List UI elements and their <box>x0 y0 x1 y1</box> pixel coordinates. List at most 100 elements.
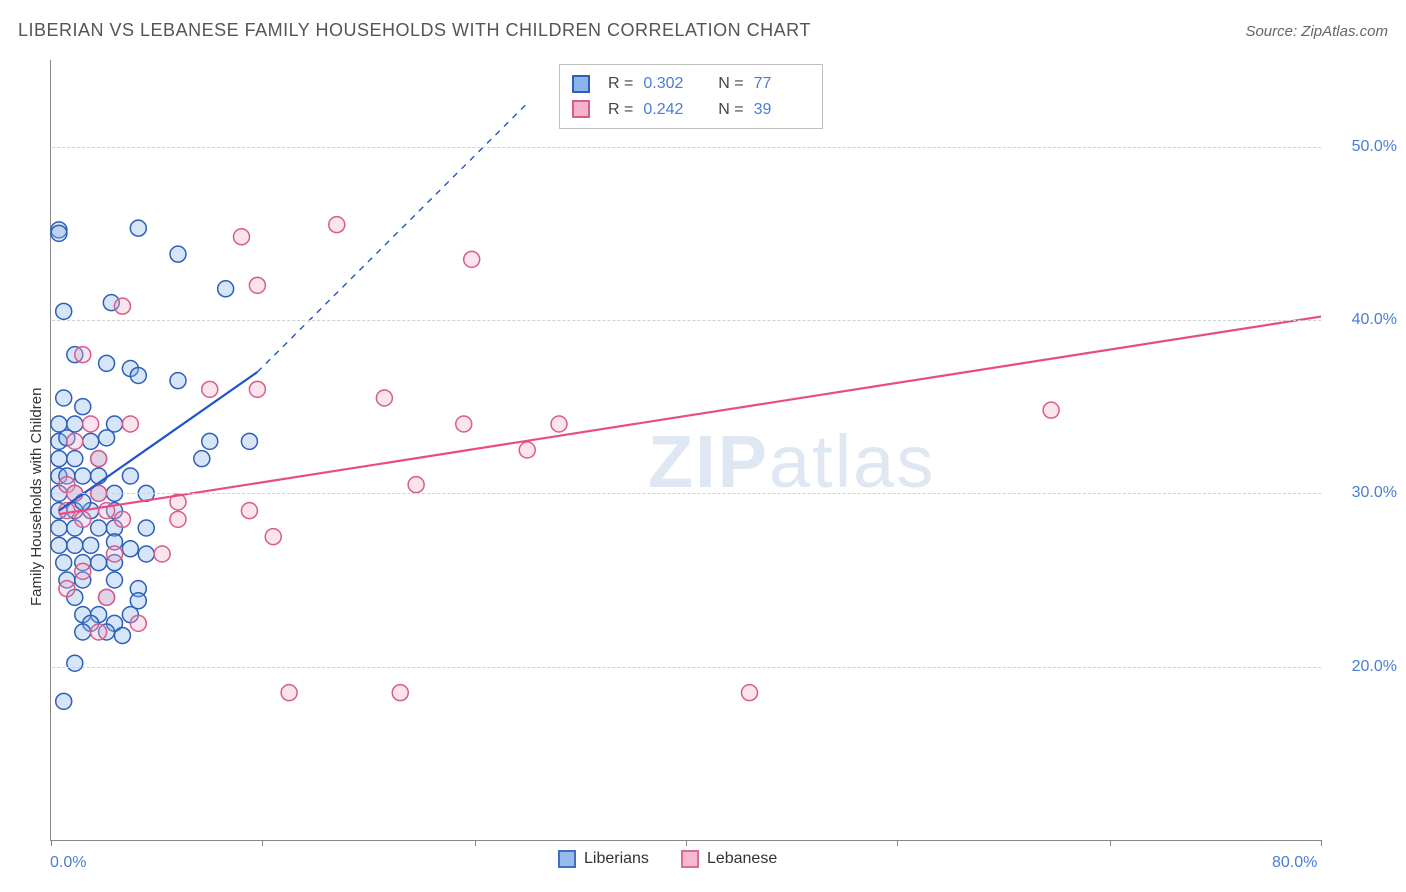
point-lebanese <box>75 511 91 527</box>
x-tick-min: 0.0% <box>50 854 86 872</box>
point-lebanese <box>329 217 345 233</box>
point-liberians <box>51 451 67 467</box>
legend-item-liberians: Liberians <box>558 850 649 868</box>
trend-line-ext-liberians <box>257 103 527 372</box>
point-liberians <box>56 303 72 319</box>
point-liberians <box>194 451 210 467</box>
point-lebanese <box>59 581 75 597</box>
point-lebanese <box>99 589 115 605</box>
x-tick-mark <box>1321 840 1322 846</box>
point-liberians <box>107 572 123 588</box>
corr-swatch-liberians <box>572 75 590 93</box>
r-label: R = <box>608 71 633 97</box>
point-lebanese <box>122 416 138 432</box>
point-liberians <box>138 546 154 562</box>
scatter-svg <box>51 60 1321 840</box>
point-lebanese <box>67 433 83 449</box>
point-lebanese <box>456 416 472 432</box>
source-label: Source: ZipAtlas.com <box>1245 23 1388 40</box>
correlation-legend: R = 0.302 N = 77R = 0.242 N = 39 <box>559 64 823 129</box>
point-lebanese <box>170 511 186 527</box>
point-liberians <box>130 367 146 383</box>
x-tick-mark <box>897 840 898 846</box>
point-liberians <box>51 537 67 553</box>
point-liberians <box>122 541 138 557</box>
x-tick-mark <box>1110 840 1111 846</box>
gridline-h <box>52 320 1321 321</box>
point-lebanese <box>408 477 424 493</box>
point-lebanese <box>742 685 758 701</box>
y-tick-label: 40.0% <box>1327 311 1397 329</box>
point-liberians <box>130 220 146 236</box>
point-liberians <box>75 399 91 415</box>
point-lebanese <box>130 615 146 631</box>
trend-line-lebanese <box>59 317 1321 515</box>
y-tick-label: 30.0% <box>1327 484 1397 502</box>
point-liberians <box>56 555 72 571</box>
point-lebanese <box>249 277 265 293</box>
legend-swatch-liberians <box>558 850 576 868</box>
point-liberians <box>67 655 83 671</box>
point-lebanese <box>202 381 218 397</box>
corr-swatch-lebanese <box>572 100 590 118</box>
corr-row-lebanese: R = 0.242 N = 39 <box>572 97 810 123</box>
n-value-lebanese: 39 <box>754 97 810 123</box>
point-liberians <box>122 468 138 484</box>
gridline-h <box>52 147 1321 148</box>
point-lebanese <box>1043 402 1059 418</box>
point-lebanese <box>281 685 297 701</box>
plot-wrap: ZIPatlas R = 0.302 N = 77R = 0.242 N = 3… <box>50 60 1406 890</box>
point-lebanese <box>114 511 130 527</box>
point-lebanese <box>464 251 480 267</box>
point-liberians <box>91 520 107 536</box>
point-lebanese <box>107 546 123 562</box>
point-liberians <box>56 390 72 406</box>
point-lebanese <box>265 529 281 545</box>
y-tick-label: 20.0% <box>1327 658 1397 676</box>
point-liberians <box>114 627 130 643</box>
point-lebanese <box>392 685 408 701</box>
point-liberians <box>83 433 99 449</box>
point-liberians <box>202 433 218 449</box>
y-tick-label: 50.0% <box>1327 138 1397 156</box>
point-liberians <box>241 433 257 449</box>
n-label: N = <box>709 97 743 123</box>
point-liberians <box>218 281 234 297</box>
point-liberians <box>99 355 115 371</box>
series-legend: Liberians Lebanese <box>558 850 777 868</box>
point-lebanese <box>551 416 567 432</box>
point-liberians <box>83 537 99 553</box>
point-liberians <box>138 520 154 536</box>
point-lebanese <box>91 624 107 640</box>
point-lebanese <box>83 416 99 432</box>
point-lebanese <box>234 229 250 245</box>
x-tick-mark <box>262 840 263 846</box>
point-liberians <box>51 225 67 241</box>
point-liberians <box>51 520 67 536</box>
chart-header: LIBERIAN VS LEBANESE FAMILY HOUSEHOLDS W… <box>18 20 1388 41</box>
point-liberians <box>67 451 83 467</box>
point-liberians <box>75 624 91 640</box>
point-lebanese <box>114 298 130 314</box>
point-liberians <box>170 373 186 389</box>
n-value-liberians: 77 <box>754 71 810 97</box>
gridline-h <box>52 493 1321 494</box>
point-lebanese <box>249 381 265 397</box>
point-lebanese <box>376 390 392 406</box>
point-lebanese <box>91 451 107 467</box>
legend-item-lebanese: Lebanese <box>681 850 777 868</box>
plot-area: ZIPatlas R = 0.302 N = 77R = 0.242 N = 3… <box>50 60 1321 841</box>
corr-row-liberians: R = 0.302 N = 77 <box>572 71 810 97</box>
legend-swatch-lebanese <box>681 850 699 868</box>
point-lebanese <box>75 347 91 363</box>
point-liberians <box>75 468 91 484</box>
point-liberians <box>56 693 72 709</box>
r-value-liberians: 0.302 <box>643 71 699 97</box>
point-lebanese <box>75 563 91 579</box>
point-lebanese <box>519 442 535 458</box>
point-liberians <box>91 555 107 571</box>
x-tick-max: 80.0% <box>1272 854 1317 872</box>
n-label: N = <box>709 71 743 97</box>
point-liberians <box>99 430 115 446</box>
x-tick-mark <box>686 840 687 846</box>
